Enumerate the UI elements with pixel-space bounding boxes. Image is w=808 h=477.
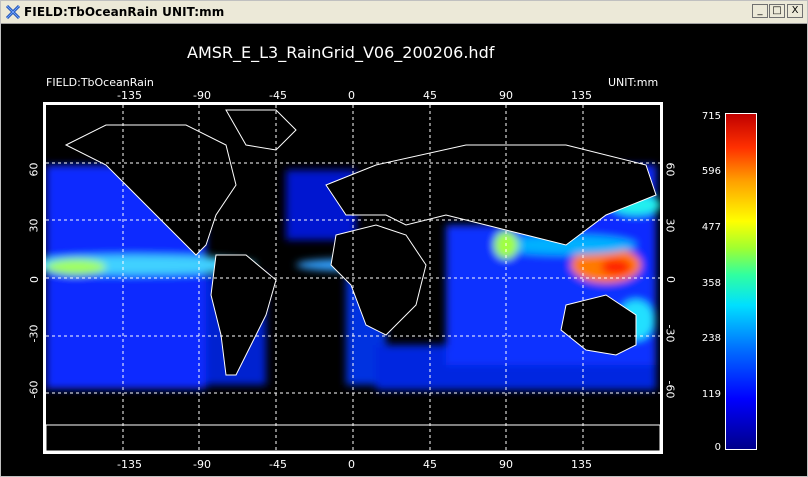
lon-tick-top: -135 (117, 89, 142, 102)
lon-tick-bottom: 0 (348, 458, 355, 471)
lon-tick-bottom: -45 (269, 458, 287, 471)
lon-tick-top: 135 (571, 89, 592, 102)
map-plot-area (16, 102, 663, 454)
window-title: FIELD:TbOceanRain UNIT:mm (24, 5, 225, 19)
maximize-button[interactable]: □ (769, 4, 785, 18)
colorbar-tick: 477 (701, 222, 721, 233)
lat-tick-right: 0 (664, 276, 677, 283)
colorbar-tick: 358 (701, 278, 721, 289)
lon-tick-bottom: 135 (571, 458, 592, 471)
lat-tick-right: 60 (663, 162, 677, 177)
lat-tick-right: -30 (663, 324, 677, 343)
unit-label: UNIT:mm (608, 76, 659, 89)
colorbar (725, 113, 757, 450)
title-bar[interactable]: FIELD:TbOceanRain UNIT:mm _ □ X (1, 1, 807, 24)
minimize-button[interactable]: _ (752, 4, 768, 18)
colorbar-tick: 119 (701, 389, 721, 400)
lat-tick-left: -60 (27, 380, 41, 399)
lon-tick-top: 45 (423, 89, 437, 102)
lat-tick-left: 30 (27, 218, 41, 233)
lon-tick-top: 90 (499, 89, 513, 102)
close-button[interactable]: X (787, 4, 803, 18)
lon-tick-top: -90 (193, 89, 211, 102)
lon-tick-bottom: -90 (193, 458, 211, 471)
precipitation-map (16, 105, 661, 452)
colorbar-tick: 596 (701, 166, 721, 177)
lat-tick-left: 0 (28, 276, 41, 283)
lat-tick-left: -30 (27, 324, 41, 343)
field-label: FIELD:TbOceanRain (46, 76, 154, 89)
graticule (46, 105, 660, 451)
colorbar-tick: 0 (714, 442, 721, 453)
colorbar-tick: 238 (701, 333, 721, 344)
lon-tick-bottom: 90 (499, 458, 513, 471)
colorbar-tick: 715 (701, 111, 721, 122)
app-icon (5, 4, 21, 20)
lon-tick-top: -45 (269, 89, 287, 102)
lon-tick-top: 0 (348, 89, 355, 102)
lat-tick-right: 30 (663, 218, 677, 233)
lon-tick-bottom: 45 (423, 458, 437, 471)
plot-file-title: AMSR_E_L3_RainGrid_V06_200206.hdf (187, 43, 495, 62)
lon-tick-bottom: -135 (117, 458, 142, 471)
lat-tick-right: -60 (663, 380, 677, 399)
lat-tick-left: 60 (27, 162, 41, 177)
